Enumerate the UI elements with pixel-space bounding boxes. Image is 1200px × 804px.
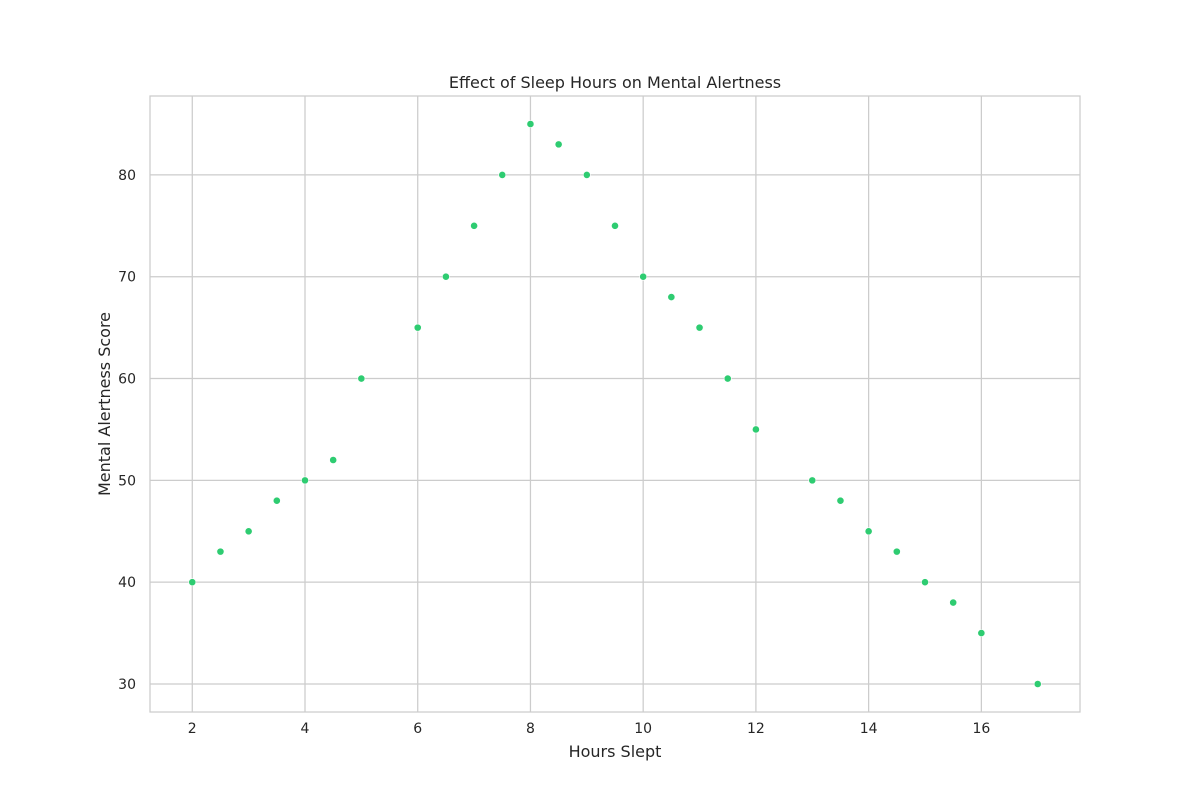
data-point xyxy=(808,476,817,485)
data-point xyxy=(442,272,450,281)
data-point xyxy=(723,374,732,383)
data-point xyxy=(582,171,591,179)
y-tick-labels: 30 40 50 60 70 80 xyxy=(118,168,136,693)
y-axis-label: Mental Alertness Score xyxy=(95,312,114,496)
data-point xyxy=(977,629,986,637)
x-tick-label: 6 xyxy=(413,721,422,737)
chart-title: Effect of Sleep Hours on Mental Alertnes… xyxy=(449,73,781,92)
x-tick-label: 16 xyxy=(972,721,990,737)
y-tick-label: 70 xyxy=(118,270,136,286)
x-tick-label: 4 xyxy=(301,721,310,737)
y-tick-label: 50 xyxy=(118,473,136,489)
data-point xyxy=(695,323,704,332)
data-point xyxy=(216,547,225,556)
data-point xyxy=(272,496,281,505)
data-points xyxy=(188,120,1042,688)
data-point xyxy=(611,221,619,230)
x-tick-labels: 2 4 6 8 10 12 14 16 xyxy=(188,721,991,737)
data-point xyxy=(526,120,535,128)
data-point xyxy=(1033,680,1042,688)
data-point xyxy=(244,527,253,536)
data-point xyxy=(836,496,845,505)
data-point xyxy=(470,221,478,230)
data-point xyxy=(892,547,901,556)
data-point xyxy=(554,140,563,149)
data-point xyxy=(301,476,309,485)
data-point xyxy=(188,578,197,587)
y-tick-label: 60 xyxy=(118,372,136,388)
data-point xyxy=(921,578,929,587)
data-point xyxy=(329,456,338,464)
x-tick-label: 14 xyxy=(860,721,878,737)
x-tick-label: 2 xyxy=(188,721,197,737)
data-point xyxy=(357,374,366,383)
grid xyxy=(150,96,1080,712)
data-point xyxy=(949,598,958,607)
y-tick-label: 30 xyxy=(118,677,136,693)
plot-frame xyxy=(149,95,1081,713)
data-point xyxy=(864,527,873,536)
x-axis-label: Hours Slept xyxy=(569,742,662,761)
x-tick-label: 10 xyxy=(634,721,652,737)
data-point xyxy=(639,272,648,281)
x-tick-label: 8 xyxy=(526,721,535,737)
y-tick-label: 80 xyxy=(118,168,136,184)
data-point xyxy=(413,323,422,332)
data-point xyxy=(667,293,676,301)
x-tick-label: 12 xyxy=(747,721,765,737)
data-point xyxy=(752,425,760,434)
data-point xyxy=(498,171,507,179)
y-tick-label: 40 xyxy=(118,575,136,591)
